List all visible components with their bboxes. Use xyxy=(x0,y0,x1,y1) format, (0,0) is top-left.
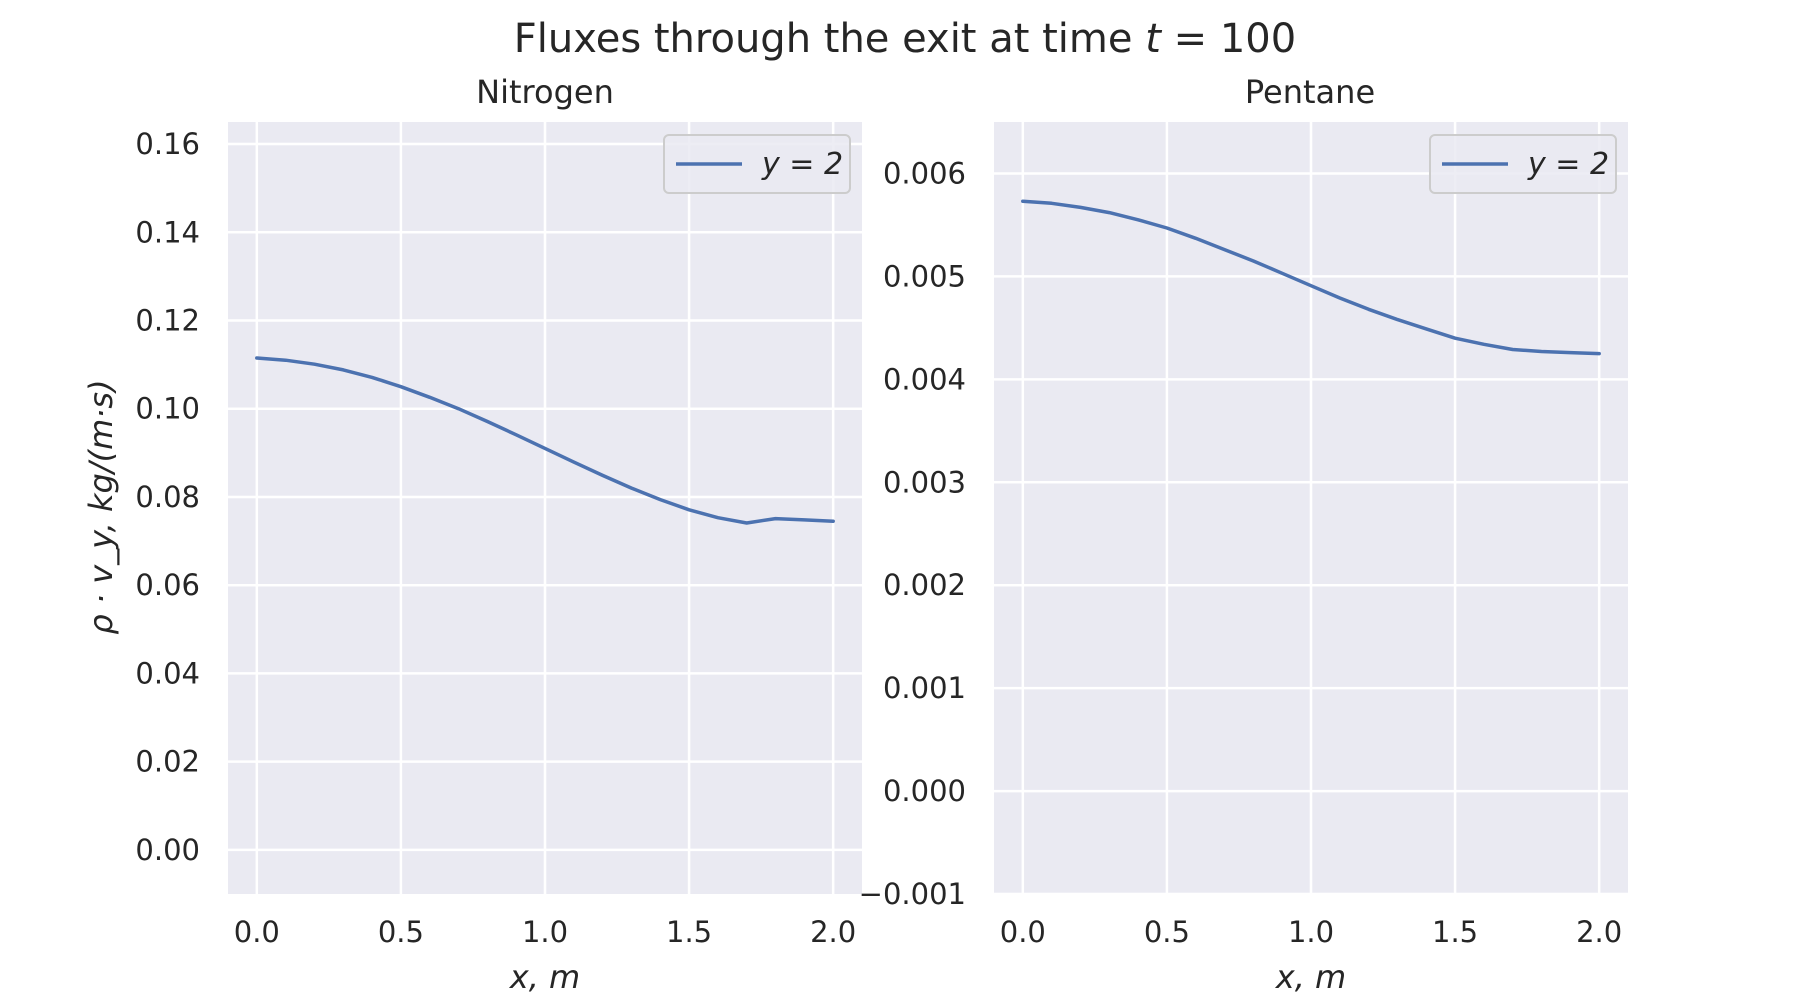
y-tick-label: 0.14 xyxy=(135,215,200,249)
y-axis-label: ρ · v_y, kg/(m·s) xyxy=(82,379,120,634)
panel-pentane: Pentane 0.0 0.5 1.0 1.5 2.0 −0.001 0.000 0.001 0… xyxy=(859,73,1628,996)
y-tick-label: 0.08 xyxy=(135,480,200,514)
legend: y = 2 xyxy=(1429,134,1617,194)
legend-box xyxy=(663,134,851,194)
y-tick-label: 0.001 xyxy=(883,671,966,705)
panel-nitrogen: Nitrogen 0.0 0.5 1.0 1.5 2.0 0.00 0.02 0.04 0.06… xyxy=(82,73,862,996)
x-tick-label: 1.5 xyxy=(666,915,712,949)
x-tick-label: 2.0 xyxy=(810,915,856,949)
x-tick-label: 1.0 xyxy=(1288,915,1334,949)
x-axis-label: x, m xyxy=(509,958,580,996)
x-tick-label: 0.5 xyxy=(1144,915,1190,949)
y-tick-label: 0.04 xyxy=(135,656,200,690)
x-tick-label: 0.0 xyxy=(1000,915,1046,949)
series-line xyxy=(1021,199,1601,356)
x-axis-label: x, m xyxy=(1275,958,1346,996)
y-tick-label: 0.16 xyxy=(135,127,200,161)
legend-label: y = 2 xyxy=(1527,147,1609,182)
y-tick-label: 0.12 xyxy=(135,304,200,338)
y-tick-label: 0.004 xyxy=(883,362,966,396)
y-tick-label: 0.00 xyxy=(135,833,200,867)
y-tick-label: 0.000 xyxy=(883,774,966,808)
y-tick-label: 0.06 xyxy=(135,568,200,602)
x-tick-label: 2.0 xyxy=(1576,915,1622,949)
x-tick-label: 1.5 xyxy=(1432,915,1478,949)
y-tick-label: −0.001 xyxy=(859,877,966,911)
figure-title: Fluxes through the exit at time t = 100 xyxy=(514,16,1296,62)
y-tick-label: 0.002 xyxy=(883,568,966,602)
panel-title-pentane: Pentane xyxy=(1245,73,1375,111)
panel-title-nitrogen: Nitrogen xyxy=(476,73,614,111)
y-tick-label: 0.10 xyxy=(135,392,200,426)
series-line xyxy=(255,356,835,525)
x-tick-label: 0.5 xyxy=(378,915,424,949)
y-tick-label: 0.003 xyxy=(883,465,966,499)
y-tick-label: 0.005 xyxy=(883,259,966,293)
legend-box xyxy=(1429,134,1617,194)
legend-label: y = 2 xyxy=(761,147,843,182)
x-tick-label: 1.0 xyxy=(522,915,568,949)
y-tick-label: 0.006 xyxy=(883,156,966,190)
x-tick-label: 0.0 xyxy=(234,915,280,949)
legend: y = 2 xyxy=(663,134,851,194)
y-tick-label: 0.02 xyxy=(135,745,200,779)
